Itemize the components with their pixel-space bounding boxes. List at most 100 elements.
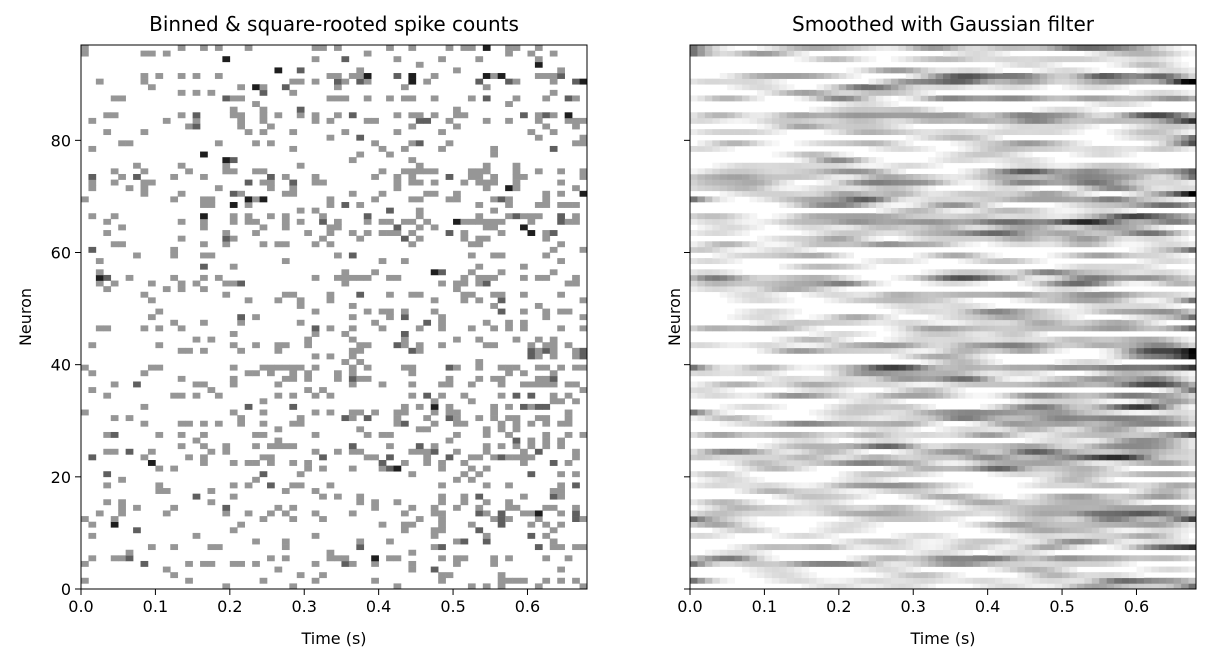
heatmap-cell <box>950 510 959 517</box>
heatmap-cell <box>995 202 1003 208</box>
heatmap-cell <box>1173 185 1182 192</box>
heatmap-cell <box>920 280 929 287</box>
heatmap-cell <box>1054 493 1063 500</box>
heatmap-cell <box>838 521 847 528</box>
heatmap-cell <box>1054 280 1063 287</box>
heatmap-cell <box>274 426 283 433</box>
heatmap-cell <box>125 448 134 455</box>
heatmap-cell <box>898 230 907 236</box>
heatmap-cell <box>244 370 253 377</box>
heatmap-cell <box>980 235 988 242</box>
heatmap-cell <box>289 504 298 511</box>
heatmap-cell <box>497 454 506 461</box>
heatmap-cell <box>913 202 921 208</box>
heatmap-cell <box>950 241 959 248</box>
heatmap-cell <box>1024 179 1033 186</box>
heatmap-cell <box>749 370 758 377</box>
heatmap-cell <box>846 488 854 494</box>
heatmap-cell <box>572 504 580 511</box>
heatmap-cell <box>1024 314 1033 321</box>
heatmap-cell <box>1024 499 1033 506</box>
heatmap-cell <box>704 510 713 517</box>
heatmap-cell <box>296 106 305 113</box>
heatmap-cell <box>876 409 884 416</box>
heatmap-cell <box>497 218 506 225</box>
heatmap-cell <box>846 415 854 422</box>
heatmap-cell <box>534 117 543 124</box>
heatmap-cell <box>1032 185 1041 192</box>
heatmap-cell <box>334 95 342 102</box>
heatmap-cell <box>690 392 698 399</box>
heatmap-cell <box>482 342 491 349</box>
heatmap-cell <box>1143 314 1152 321</box>
heatmap-cell <box>1114 241 1122 248</box>
heatmap-cell <box>876 504 884 511</box>
heatmap-cell <box>809 420 817 427</box>
heatmap-cell <box>1166 583 1174 590</box>
heatmap-cell <box>950 302 959 309</box>
heatmap-cell <box>734 342 743 349</box>
heatmap-cell <box>920 370 929 377</box>
heatmap-cell <box>779 454 788 461</box>
heatmap-cell <box>816 415 825 422</box>
heatmap-cell <box>779 213 788 220</box>
heatmap-cell <box>1106 443 1115 450</box>
heatmap-cell <box>453 218 461 225</box>
heatmap-cell <box>1181 398 1189 405</box>
heatmap-cell <box>1024 185 1033 192</box>
heatmap-cell <box>1039 403 1048 410</box>
heatmap-cell <box>1076 521 1085 528</box>
heatmap-cell <box>987 521 996 528</box>
heatmap-cell <box>719 409 728 416</box>
heatmap-cell <box>987 454 996 461</box>
heatmap-cell <box>237 420 245 427</box>
heatmap-cell <box>1166 381 1174 388</box>
heatmap-cell <box>786 179 795 186</box>
heatmap-cell <box>972 460 981 466</box>
heatmap-cell <box>1039 437 1048 444</box>
heatmap-cell <box>1084 510 1093 517</box>
heatmap-cell <box>467 454 476 461</box>
heatmap-cell <box>816 291 825 298</box>
heatmap-cell <box>400 364 409 371</box>
heatmap-cell <box>935 555 944 562</box>
heatmap-cell <box>252 370 260 377</box>
heatmap-cell <box>846 403 854 410</box>
heatmap-cell <box>719 274 728 281</box>
heatmap-cell <box>1002 521 1011 528</box>
heatmap-cell <box>905 538 914 545</box>
heatmap-cell <box>823 336 832 343</box>
heatmap-cell <box>957 241 966 248</box>
heatmap-cell <box>838 235 847 242</box>
heatmap-cell <box>861 364 869 371</box>
heatmap-cell <box>289 482 298 489</box>
heatmap-cell <box>727 364 735 371</box>
heatmap-cell <box>928 342 936 349</box>
heatmap-cell <box>147 460 156 466</box>
heatmap-cell <box>244 510 253 517</box>
heatmap-cell <box>883 516 892 522</box>
heatmap-cell <box>1114 353 1122 360</box>
heatmap-cell <box>162 286 171 293</box>
heatmap-cell <box>542 431 551 438</box>
heatmap-cell <box>972 230 981 236</box>
heatmap-cell <box>928 297 936 304</box>
heatmap-cell <box>1054 190 1063 197</box>
heatmap-cell <box>957 202 966 208</box>
heatmap-cell <box>200 420 208 427</box>
heatmap-cell <box>356 342 365 349</box>
heatmap-cell <box>801 381 810 388</box>
heatmap-cell <box>690 560 698 567</box>
heatmap-cell <box>1136 572 1145 579</box>
heatmap-cell <box>905 258 914 265</box>
heatmap-cell <box>868 258 877 265</box>
heatmap-cell <box>734 173 743 180</box>
heatmap-cell <box>475 202 484 208</box>
heatmap-cell <box>756 521 765 528</box>
heatmap-cell <box>1091 516 1100 522</box>
heatmap-cell <box>1106 325 1115 332</box>
heatmap-cell <box>972 381 981 388</box>
heatmap-cell <box>1032 471 1041 478</box>
heatmap-cell <box>831 280 840 287</box>
heatmap-cell <box>1069 202 1078 208</box>
